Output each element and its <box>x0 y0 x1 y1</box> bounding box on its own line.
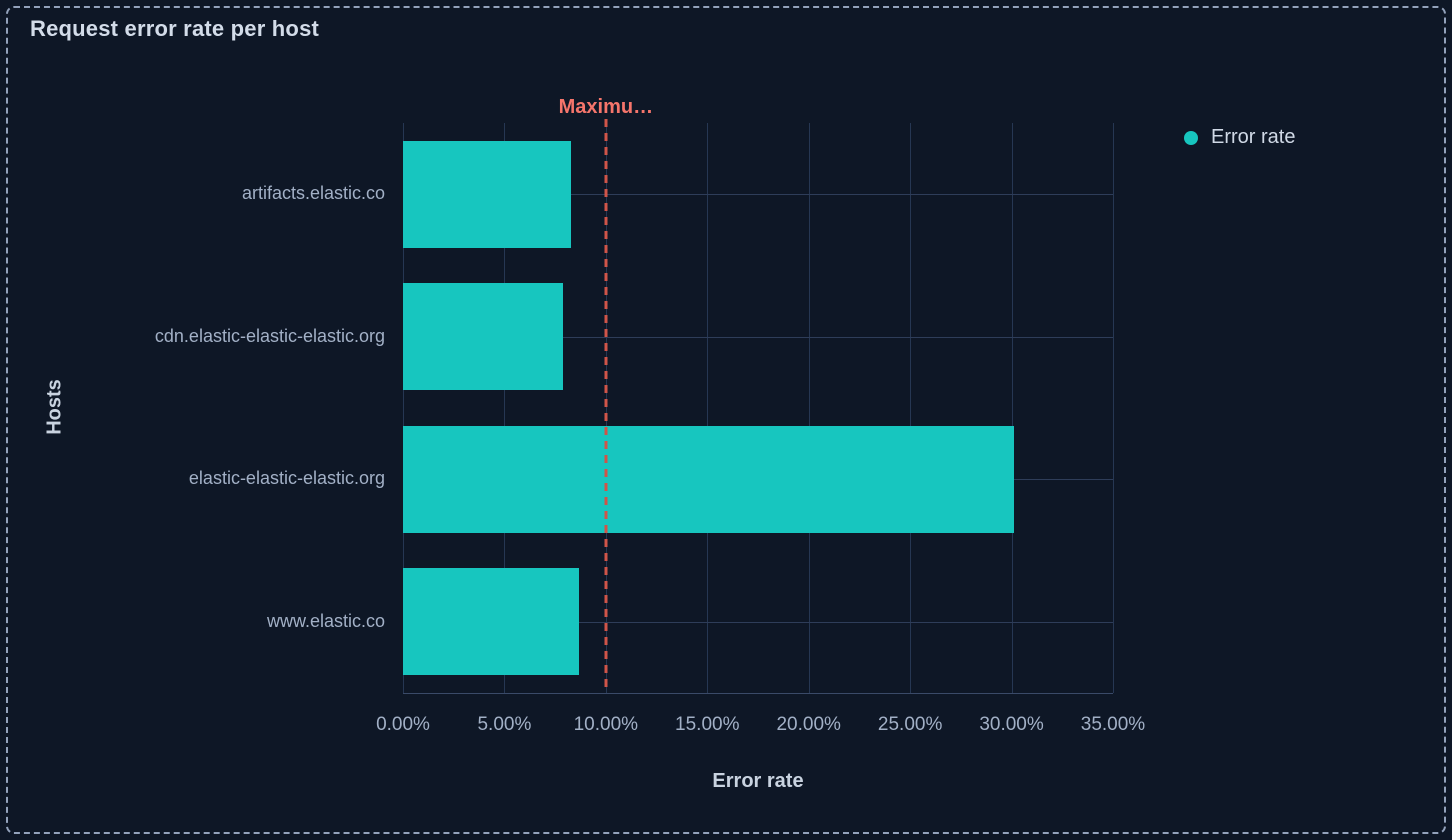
panel-title: Request error rate per host <box>30 16 320 41</box>
threshold-label: Maximu… <box>558 96 654 118</box>
v-gridline <box>1113 123 1114 693</box>
v-gridline <box>808 123 810 693</box>
legend-series-label: Error rate <box>1211 126 1296 148</box>
x-tick-label: 0.00% <box>376 714 430 735</box>
y-axis-title: Hosts <box>43 379 66 435</box>
category-label: www.elastic.co <box>266 610 385 631</box>
threshold-line <box>604 119 608 693</box>
x-tick-label: 25.00% <box>877 714 943 735</box>
category-label: artifacts.elastic.co <box>241 183 385 204</box>
h-gridline <box>403 336 1113 338</box>
bar[interactable] <box>403 425 1014 533</box>
x-tick-label: 10.00% <box>573 714 639 735</box>
v-gridline <box>1011 123 1013 693</box>
bar[interactable] <box>403 140 572 248</box>
category-label: elastic-elastic-elastic.org <box>188 468 385 489</box>
category-label: cdn.elastic-elastic-elastic.org <box>154 325 385 346</box>
h-gridline <box>403 194 1113 196</box>
x-axis-title: Error rate <box>712 770 804 792</box>
legend-series-dot-icon <box>1184 130 1198 145</box>
plot-area <box>403 119 1114 694</box>
v-gridline <box>504 123 506 693</box>
legend-item-error-rate[interactable]: Error rate <box>1184 126 1295 149</box>
v-gridline <box>403 123 404 693</box>
bar[interactable] <box>403 283 564 391</box>
x-tick-label: 35.00% <box>1080 714 1146 735</box>
v-gridline <box>707 123 709 693</box>
x-tick-label: 30.00% <box>979 714 1044 735</box>
x-tick-label: 15.00% <box>675 714 740 735</box>
v-gridline <box>910 123 912 693</box>
h-gridline <box>403 621 1113 623</box>
x-tick-label: 20.00% <box>776 714 841 735</box>
bar[interactable] <box>403 568 580 676</box>
x-tick-label: 5.00% <box>477 714 532 735</box>
